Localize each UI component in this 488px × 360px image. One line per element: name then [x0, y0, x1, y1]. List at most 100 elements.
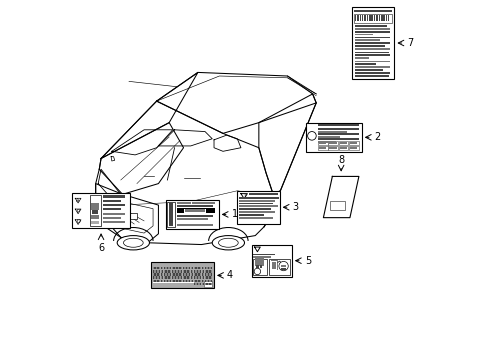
Bar [185, 283, 187, 285]
Bar [271, 261, 276, 270]
Bar [181, 273, 182, 276]
Bar [363, 15, 364, 22]
Bar [317, 128, 359, 130]
Bar [211, 280, 212, 282]
Bar [184, 210, 204, 212]
Bar [255, 265, 258, 268]
Bar [185, 267, 187, 269]
Bar [317, 138, 359, 140]
Bar [156, 276, 157, 279]
Bar [195, 276, 196, 279]
Bar [188, 273, 190, 276]
Bar [197, 267, 198, 269]
Bar [317, 145, 327, 150]
Bar [157, 283, 159, 285]
Bar [253, 259, 266, 275]
Bar [179, 280, 181, 282]
Bar [173, 273, 174, 276]
Bar [373, 15, 374, 22]
Bar [206, 267, 207, 269]
Bar [268, 259, 289, 275]
Bar [387, 15, 388, 22]
Bar [203, 281, 211, 287]
Bar [163, 276, 165, 279]
Bar [103, 213, 124, 215]
Bar [201, 267, 203, 269]
Bar [153, 282, 193, 285]
Bar [201, 283, 203, 285]
Bar [354, 37, 389, 39]
Bar [339, 147, 346, 149]
Text: 8: 8 [337, 154, 344, 165]
Bar [178, 283, 179, 285]
Bar [329, 147, 336, 149]
Bar [188, 280, 190, 282]
Bar [353, 14, 391, 23]
Ellipse shape [212, 235, 244, 250]
Bar [317, 124, 359, 126]
Bar [169, 203, 170, 226]
Bar [209, 270, 210, 273]
Bar [200, 283, 201, 285]
Bar [198, 280, 199, 282]
Bar [174, 280, 176, 282]
Bar [89, 195, 101, 226]
Bar [206, 283, 207, 285]
Bar [92, 210, 98, 214]
Bar [207, 273, 209, 276]
Bar [154, 273, 155, 276]
Bar [168, 273, 169, 276]
Bar [203, 273, 204, 276]
Bar [197, 270, 198, 273]
Bar [353, 10, 391, 12]
Bar [203, 270, 204, 273]
Bar [206, 276, 207, 279]
Bar [200, 276, 201, 279]
Bar [166, 280, 168, 282]
Bar [168, 270, 169, 273]
Bar [165, 280, 166, 282]
Bar [188, 270, 190, 273]
Bar [281, 265, 285, 267]
Text: 7: 7 [407, 38, 413, 48]
Bar [188, 283, 190, 285]
Bar [239, 197, 278, 199]
Bar [170, 267, 171, 269]
Bar [354, 75, 388, 77]
Bar [177, 202, 190, 204]
Bar [160, 267, 162, 269]
Bar [354, 57, 368, 59]
Bar [187, 283, 188, 285]
Bar [192, 270, 193, 273]
Bar [198, 283, 199, 285]
Bar [201, 280, 203, 282]
Bar [193, 273, 195, 276]
Bar [159, 267, 160, 269]
Bar [174, 267, 176, 269]
Bar [187, 267, 188, 269]
Bar [177, 205, 212, 207]
Bar [181, 267, 182, 269]
Bar [184, 270, 185, 273]
Bar [154, 283, 155, 285]
Bar [170, 283, 171, 285]
Bar [209, 273, 210, 276]
Bar [159, 270, 160, 273]
Bar [207, 280, 209, 282]
Bar [179, 283, 181, 285]
Bar [370, 15, 371, 22]
Bar [176, 283, 177, 285]
Bar [157, 270, 159, 273]
Bar [184, 280, 185, 282]
Bar [193, 267, 195, 269]
Bar [198, 270, 199, 273]
Bar [371, 15, 372, 22]
Bar [385, 15, 386, 22]
Bar [319, 147, 325, 149]
Bar [190, 273, 191, 276]
Bar [163, 273, 165, 276]
Bar [204, 273, 205, 276]
Bar [170, 276, 171, 279]
Bar [163, 283, 165, 285]
Bar [103, 208, 121, 211]
